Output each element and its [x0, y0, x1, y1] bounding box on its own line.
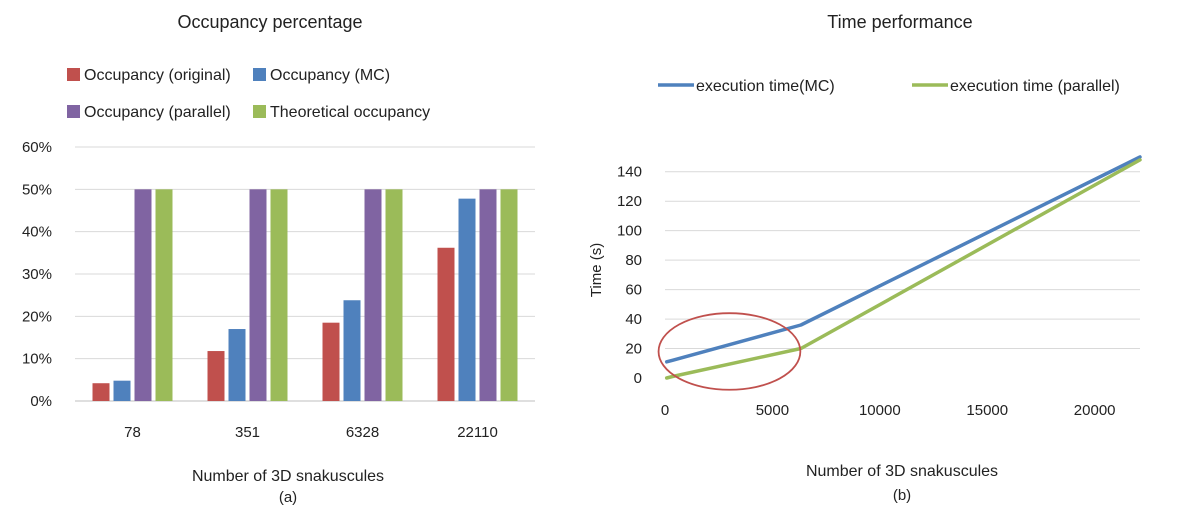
- chart-a-caption: (a): [279, 489, 297, 506]
- bar: [92, 383, 110, 401]
- bar: [155, 189, 173, 401]
- x-tick-label: 351: [235, 424, 260, 441]
- bar: [458, 198, 476, 401]
- highlight-ellipse: [657, 312, 802, 391]
- legend-swatch: [253, 68, 266, 81]
- chart-a-y-axis: 0% 10% 20% 30% 40% 50% 60%: [22, 139, 52, 410]
- chart-b-lines: [664, 155, 1142, 380]
- chart-b-caption: (b): [893, 487, 911, 504]
- x-tick-label: 22110: [457, 424, 498, 441]
- chart-a-title: Occupancy percentage: [177, 12, 362, 32]
- bar: [322, 322, 340, 401]
- y-tick-label: 140: [617, 164, 642, 181]
- chart-b-title: Time performance: [827, 12, 972, 32]
- y-tick-label: 60%: [22, 139, 52, 156]
- y-tick-label: 40: [625, 311, 642, 328]
- legend-label: Occupancy (MC): [270, 67, 390, 84]
- chart-a-xlabel: Number of 3D snakuscules: [192, 468, 384, 485]
- y-tick-label: 0%: [30, 393, 52, 410]
- time-performance-chart: Time performance execution time(MC) execu…: [588, 12, 1142, 504]
- chart-a-legend: Occupancy (original) Occupancy (MC) Occupa…: [67, 67, 430, 121]
- chart-b-legend: execution time(MC) execution time (parall…: [658, 78, 1120, 95]
- legend-label: Occupancy (parallel): [84, 104, 231, 121]
- legend-swatch: [253, 105, 266, 118]
- y-tick-label: 100: [617, 223, 642, 240]
- x-tick-label: 0: [661, 402, 669, 419]
- bar: [343, 300, 361, 401]
- bar: [207, 351, 225, 401]
- y-tick-label: 40%: [22, 224, 52, 241]
- x-tick-label: 20000: [1074, 402, 1116, 419]
- occupancy-chart: Occupancy percentage Occupancy (original…: [22, 12, 535, 506]
- legend-swatch: [67, 68, 80, 81]
- chart-a-x-axis: 78 351 6328 22110: [124, 424, 498, 441]
- y-tick-label: 50%: [22, 181, 52, 198]
- y-tick-label: 20%: [22, 308, 52, 325]
- bar: [113, 380, 131, 401]
- bar: [228, 329, 246, 401]
- chart-b-ylabel: Time (s): [588, 243, 605, 297]
- bar: [134, 189, 152, 401]
- chart-b-y-axis: 0 20 40 60 80 100 120 140: [617, 164, 642, 387]
- y-tick-label: 20: [625, 341, 642, 358]
- x-tick-label: 10000: [859, 402, 901, 419]
- chart-a-bars: [92, 189, 518, 401]
- y-tick-label: 60: [625, 282, 642, 299]
- bar: [479, 189, 497, 401]
- series-line: [664, 158, 1142, 380]
- legend-label: Theoretical occupancy: [270, 104, 430, 121]
- legend-label: execution time(MC): [696, 78, 835, 95]
- y-tick-label: 80: [625, 252, 642, 269]
- y-tick-label: 0: [634, 370, 642, 387]
- x-tick-label: 15000: [966, 402, 1008, 419]
- chart-b-grid: [665, 171, 1140, 350]
- series-line: [664, 155, 1142, 364]
- y-tick-label: 10%: [22, 351, 52, 368]
- chart-b-x-axis: 0 5000 10000 15000 20000: [661, 402, 1116, 419]
- legend-label: execution time (parallel): [950, 78, 1120, 95]
- y-tick-label: 30%: [22, 266, 52, 283]
- bar: [385, 189, 403, 401]
- bar: [270, 189, 288, 401]
- bar: [437, 247, 455, 401]
- x-tick-label: 5000: [756, 402, 789, 419]
- x-tick-label: 78: [124, 424, 141, 441]
- bar: [249, 189, 267, 401]
- x-tick-label: 6328: [346, 424, 379, 441]
- legend-label: Occupancy (original): [84, 67, 231, 84]
- bar: [364, 189, 382, 401]
- legend-swatch: [67, 105, 80, 118]
- chart-b-xlabel: Number of 3D snakuscules: [806, 463, 998, 480]
- chart-b-annotation: [657, 312, 802, 391]
- chart-a-grid: [75, 146, 535, 402]
- y-tick-label: 120: [617, 193, 642, 210]
- bar: [500, 189, 518, 401]
